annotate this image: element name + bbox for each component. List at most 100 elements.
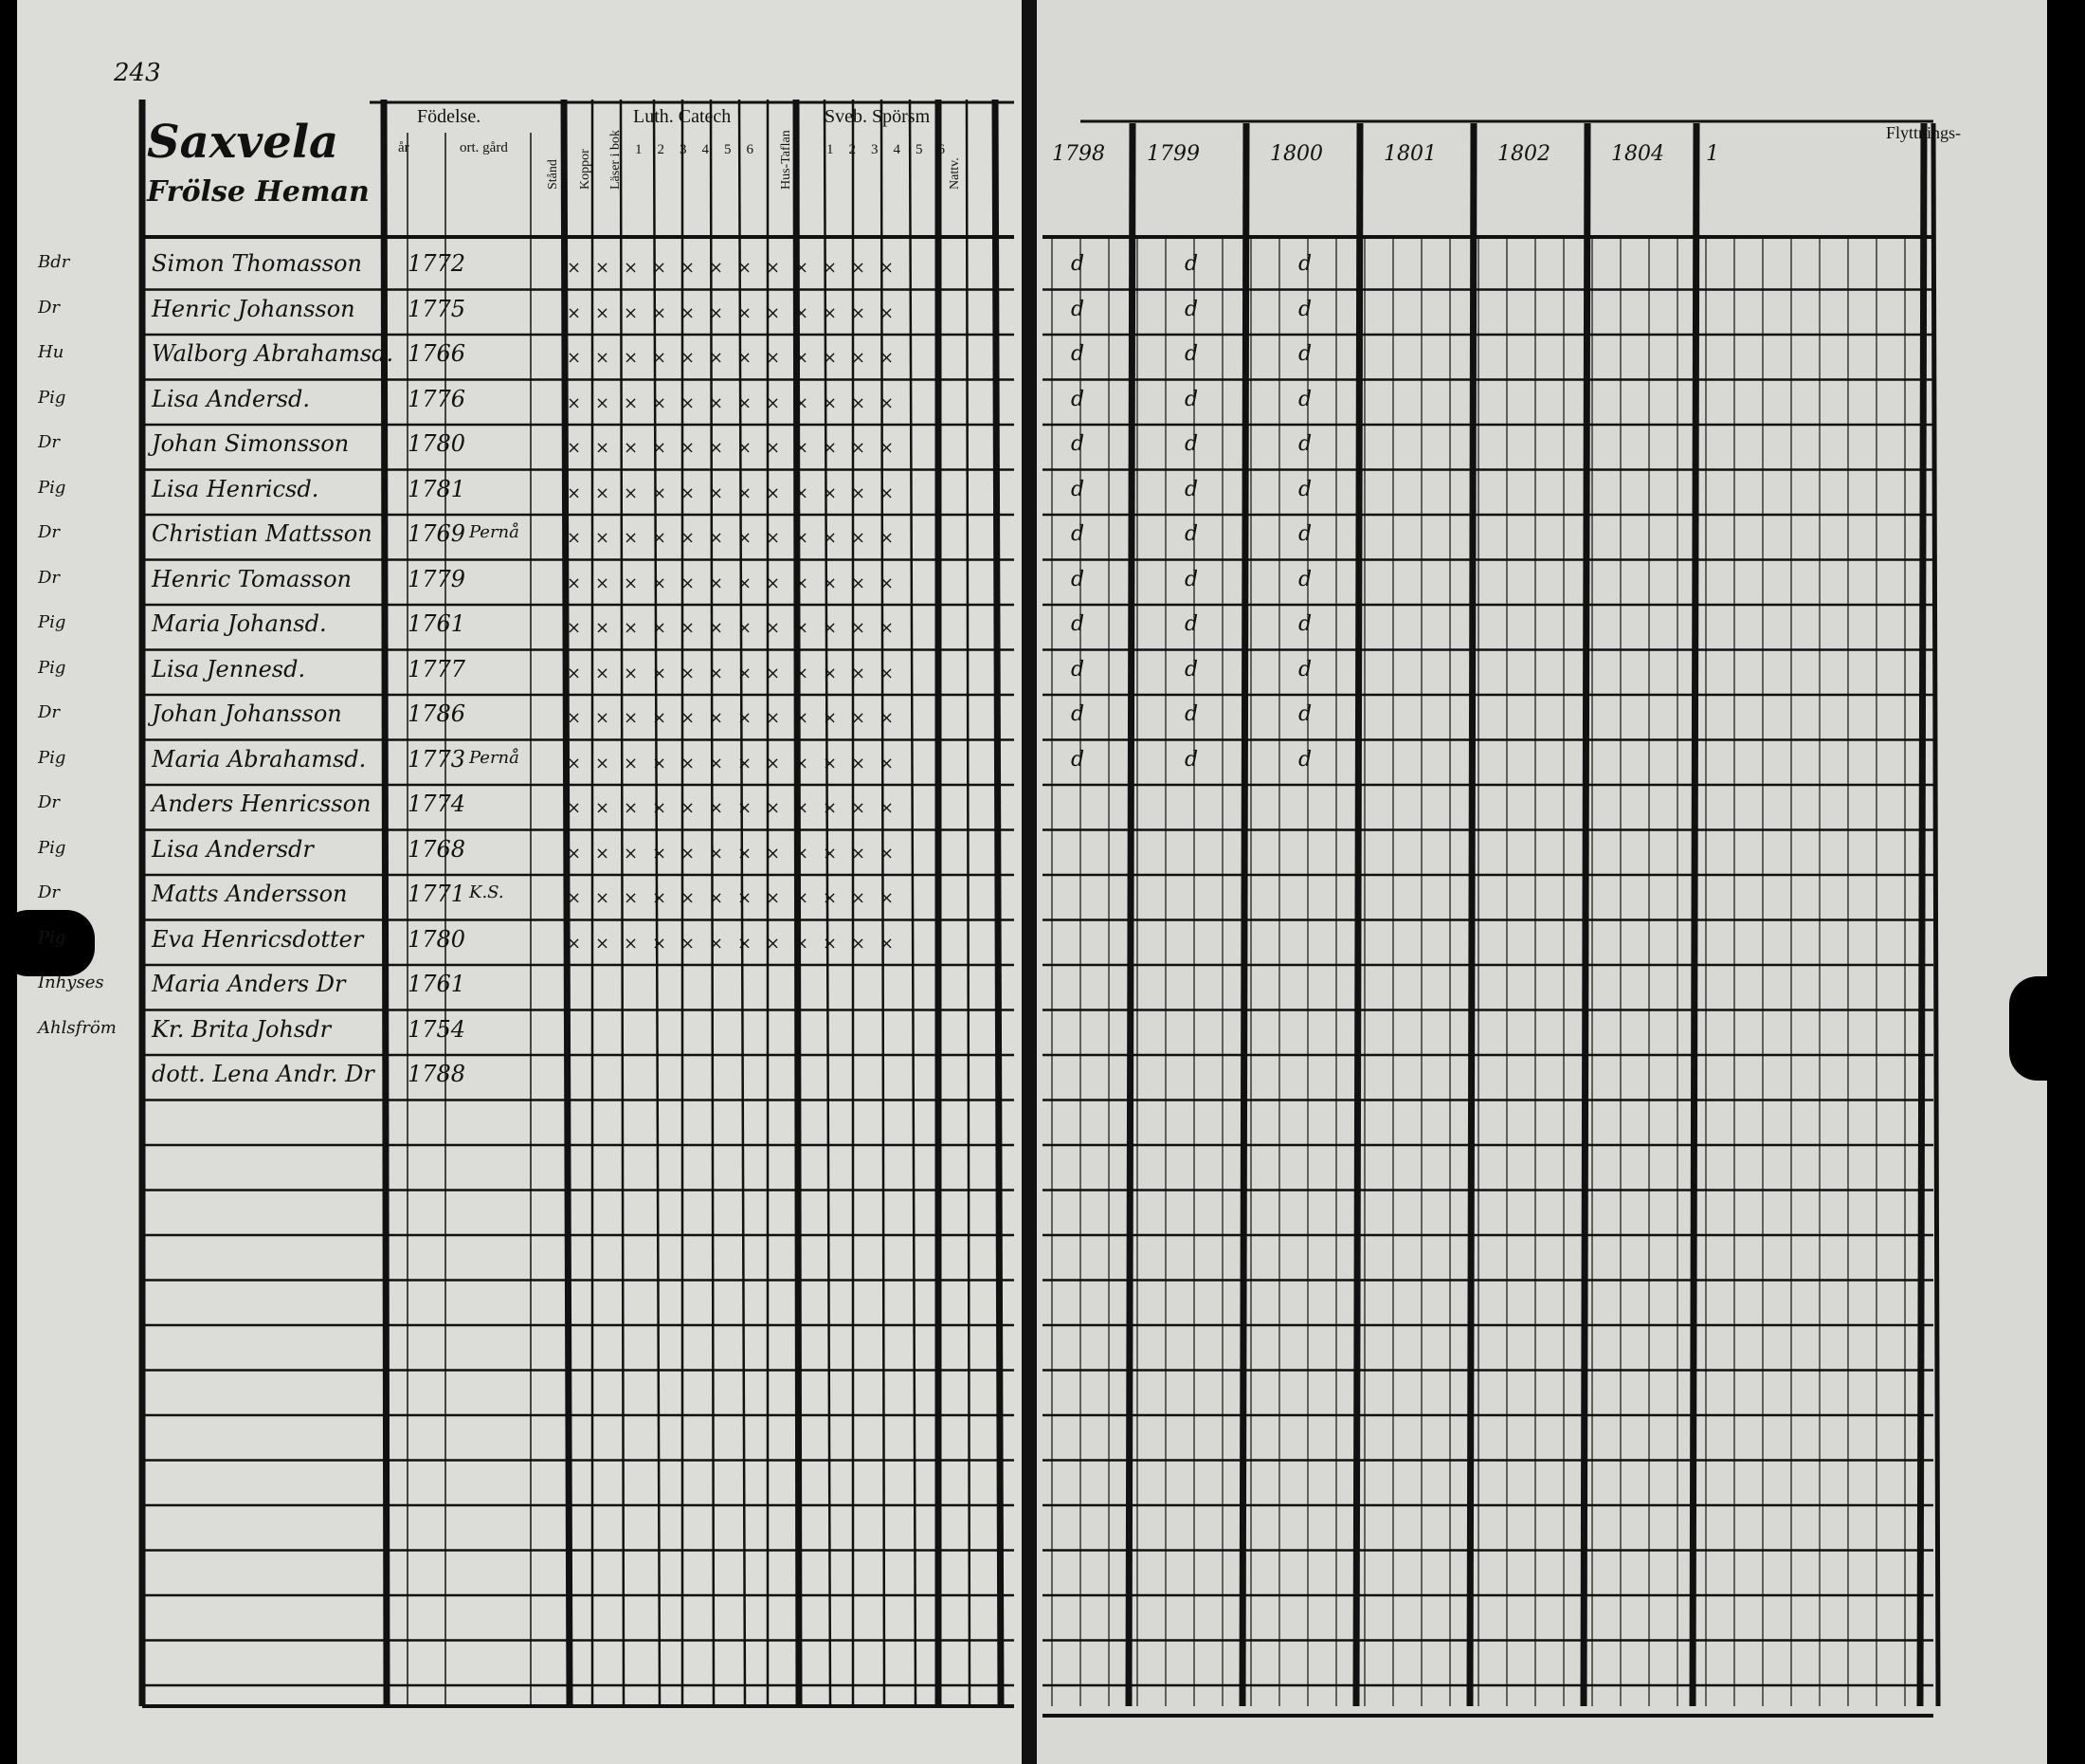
year-header: 1800	[1270, 142, 1323, 166]
column-rule	[879, 99, 886, 1707]
exam-mark: ×	[624, 798, 639, 818]
table-row: Pig Maria Abrahamsd. 1773 Pernå × × × × × × × × × × × ×…	[0, 740, 2085, 786]
exam-mark: ×	[766, 708, 781, 728]
right-page	[1035, 0, 2047, 1764]
exam-mark: ×	[794, 348, 809, 368]
exam-mark: ×	[851, 438, 866, 458]
exam-mark: ×	[851, 392, 866, 413]
row-status-mark: Dr	[38, 702, 61, 722]
exam-mark: ×	[595, 528, 610, 548]
exam-mark: ×	[595, 753, 610, 773]
exam-mark: ×	[680, 392, 696, 413]
exam-mark: ×	[567, 888, 582, 908]
year-header: 1798	[1052, 142, 1105, 166]
exam-mark: ×	[680, 302, 696, 323]
table-row: Bdr Simon Thomasson 1772 × × × × × × × × × × × × d d d	[0, 245, 2085, 290]
header-birth-year: år	[398, 140, 409, 155]
exam-mark: ×	[652, 708, 667, 728]
exam-mark: ×	[680, 258, 696, 278]
exam-mark: ×	[567, 618, 582, 638]
exam-mark: ×	[624, 753, 639, 773]
header-moving: Flyttnings-	[1886, 123, 1962, 142]
exam-mark: ×	[652, 573, 667, 593]
exam-mark: ×	[851, 708, 866, 728]
exam-mark: ×	[851, 753, 866, 773]
sveb-col-label: 2	[848, 142, 857, 157]
birth-year: 1774	[408, 791, 466, 817]
d-mark: d	[1071, 657, 1085, 682]
exam-mark: ×	[567, 843, 582, 864]
exam-mark: ×	[879, 843, 895, 864]
d-mark: d	[1298, 342, 1313, 366]
person-name: Eva Henricsdotter	[152, 925, 364, 953]
exam-mark: ×	[766, 348, 781, 368]
row-status-mark: Inhyses	[38, 973, 104, 992]
catechism-col-label: 6	[746, 142, 754, 157]
exam-mark: ×	[737, 663, 752, 683]
column-rule	[652, 99, 662, 1707]
exam-mark: ×	[595, 438, 610, 458]
d-mark: d	[1185, 702, 1199, 726]
column-rule	[1239, 122, 1250, 1707]
exam-mark: ×	[823, 843, 838, 864]
year-header: 1799	[1147, 142, 1200, 166]
exam-mark: ×	[652, 348, 667, 368]
exam-mark: ×	[737, 258, 752, 278]
row-status-mark: Pig	[38, 477, 66, 498]
exam-mark: ×	[624, 482, 639, 503]
exam-mark: ×	[737, 753, 752, 773]
person-name: dott. Lena Andr. Dr	[152, 1061, 374, 1087]
exam-mark: ×	[680, 753, 696, 773]
exam-mark: ×	[680, 618, 696, 638]
exam-mark: ×	[624, 302, 639, 323]
row-status-mark: Pig	[38, 927, 66, 948]
column-rule	[737, 99, 747, 1707]
year-header: 1804	[1611, 142, 1664, 166]
column-rule	[908, 99, 917, 1707]
exam-mark: ×	[595, 933, 610, 954]
exam-mark: ×	[737, 618, 752, 638]
exam-mark: ×	[624, 438, 639, 458]
exam-mark: ×	[766, 843, 781, 864]
exam-mark: ×	[766, 753, 781, 773]
header-communion: Nattv.	[948, 157, 962, 190]
exam-mark: ×	[624, 528, 639, 548]
exam-mark: ×	[879, 708, 895, 728]
exam-mark: ×	[595, 258, 610, 278]
d-mark: d	[1298, 702, 1313, 726]
d-mark: d	[1298, 252, 1313, 276]
row-status-mark: Pig	[38, 837, 66, 858]
exam-mark: ×	[680, 528, 696, 548]
exam-mark: ×	[766, 888, 781, 908]
row-status-mark: Hu	[38, 342, 64, 362]
person-name: Lisa Andersdr	[152, 835, 314, 863]
d-mark: d	[1298, 747, 1313, 772]
exam-mark: ×	[652, 663, 667, 683]
exam-mark: ×	[766, 302, 781, 323]
exam-mark: ×	[680, 663, 696, 683]
table-row: Dr Christian Mattsson 1769 Pernå × × × × × × × × × × ×…	[0, 515, 2085, 560]
exam-mark: ×	[766, 573, 781, 593]
table-row: Pig Lisa Andersdr 1768 × × × × × × × × × × × ×	[0, 830, 2085, 876]
person-name: Maria Abrahamsd.	[152, 745, 367, 773]
person-name: Walborg Abrahamsd.	[152, 340, 394, 367]
exam-mark: ×	[709, 258, 724, 278]
table-row: Pig Lisa Jennesd. 1777 × × × × × × × × × × × × d d d	[0, 650, 2085, 696]
row-status-mark: Pig	[38, 612, 66, 632]
exam-mark: ×	[794, 438, 809, 458]
exam-mark: ×	[595, 888, 610, 908]
d-mark: d	[1298, 432, 1313, 456]
exam-mark: ×	[737, 392, 752, 413]
header-marital: Stånd	[546, 159, 560, 190]
exam-mark: ×	[709, 888, 724, 908]
d-mark: d	[1298, 522, 1313, 546]
catechism-col-label: 5	[724, 142, 732, 157]
exam-mark: ×	[624, 843, 639, 864]
header-literacy: Läser i bok	[608, 130, 623, 190]
column-rule	[560, 99, 573, 1707]
birth-year: 1775	[408, 295, 466, 322]
column-rule	[823, 99, 832, 1707]
exam-mark: ×	[823, 258, 838, 278]
catechism-col-label: 3	[680, 142, 687, 157]
exam-mark: ×	[737, 482, 752, 503]
